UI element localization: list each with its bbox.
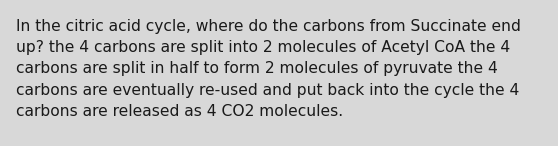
- Text: In the citric acid cycle, where do the carbons from Succinate end
up? the 4 carb: In the citric acid cycle, where do the c…: [16, 19, 521, 119]
